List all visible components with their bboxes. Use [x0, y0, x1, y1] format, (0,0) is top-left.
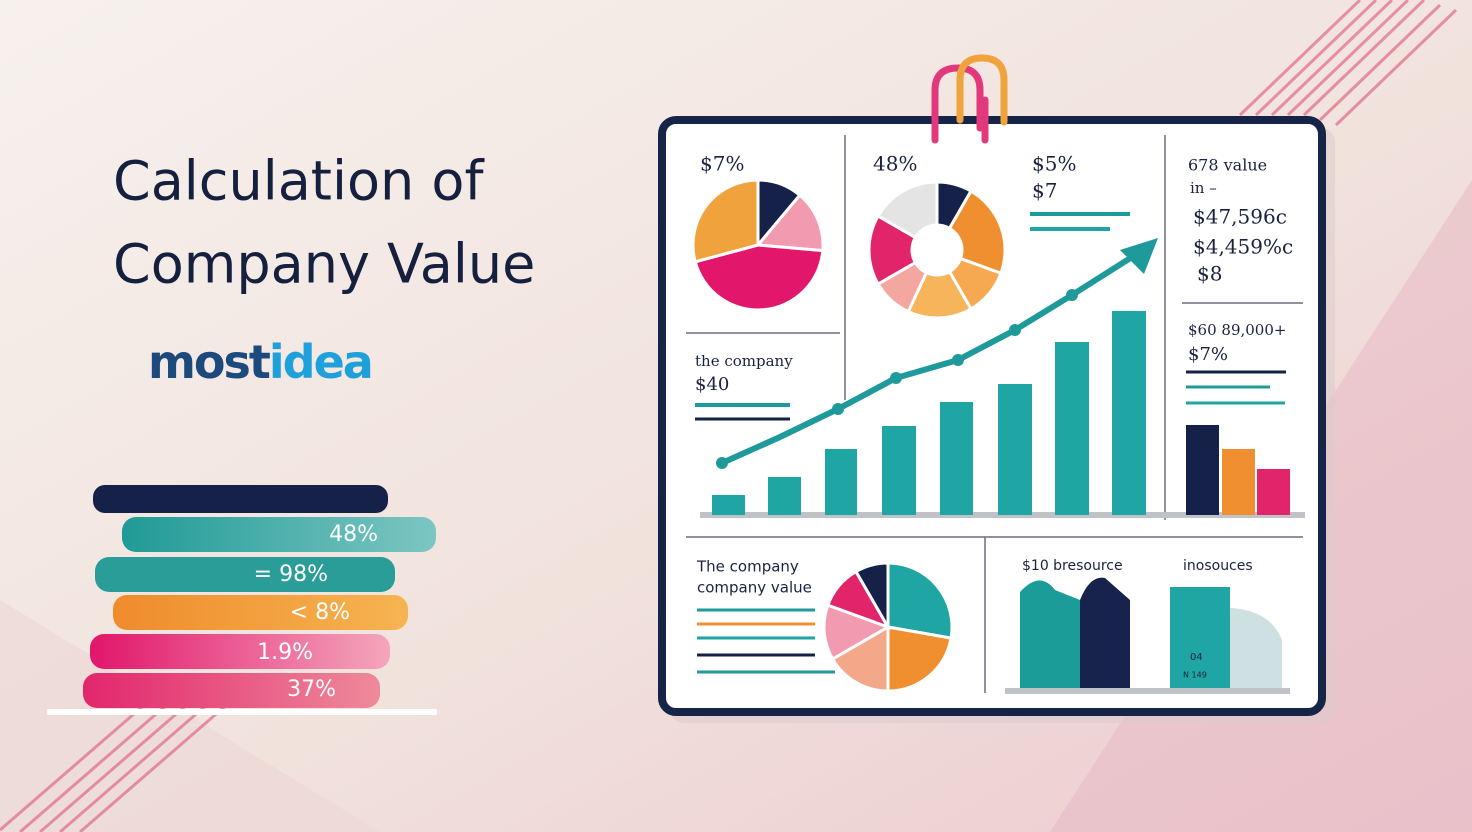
pie-slice	[691, 178, 760, 264]
deco-lines	[697, 608, 835, 674]
circle-shape	[890, 372, 902, 384]
building	[1230, 608, 1282, 690]
small-bar	[1257, 469, 1290, 515]
trend-arrow	[1120, 238, 1158, 274]
line-shape	[1238, 0, 1362, 117]
rect-shape	[882, 426, 916, 515]
panel-text: The company	[696, 558, 799, 576]
panel-text: $40	[695, 374, 729, 395]
clip	[931, 54, 1008, 144]
path-shape	[956, 54, 1008, 126]
line-shape	[1334, 8, 1458, 127]
small-bar	[1186, 425, 1219, 515]
brand-part: most	[148, 335, 270, 389]
small-bar	[1222, 449, 1255, 515]
dividers	[686, 135, 1303, 693]
pie-slice	[853, 561, 890, 633]
stack-label: 37%	[287, 677, 336, 702]
circle-shape	[1009, 324, 1021, 336]
stack-label: < 8%	[290, 600, 350, 625]
stack-bar	[113, 595, 408, 630]
pie-slice	[693, 243, 825, 312]
stack-label: 1.9%	[257, 640, 313, 665]
brand: mostidea	[148, 335, 372, 389]
pie-slice	[876, 180, 939, 240]
growth-bars	[712, 311, 1146, 515]
line-shape	[0, 698, 151, 832]
building	[1080, 577, 1130, 690]
panel-label: 48%	[873, 152, 917, 176]
line-shape	[1302, 0, 1426, 117]
panel-text: inosouces	[1183, 558, 1253, 574]
circle-shape	[1066, 289, 1078, 301]
board	[658, 116, 1326, 716]
stack-base	[47, 709, 437, 715]
stack-bar	[95, 557, 395, 592]
stack-bar	[93, 485, 388, 513]
panel-text: $8	[1197, 262, 1222, 286]
line-shape	[39, 700, 191, 832]
pie-slice	[886, 561, 954, 640]
title-line: Calculation of	[113, 150, 485, 213]
panel-label: $7	[1032, 179, 1057, 203]
stacked-bars: 48% = 98% < 8% 1.9% 37%	[47, 485, 437, 715]
panel-label: $5%	[1032, 152, 1076, 176]
panel-text: $4,459%c	[1193, 235, 1293, 259]
panel-text: $60 89,000+	[1188, 321, 1286, 339]
line-shape	[1254, 0, 1378, 117]
line-shape	[1286, 0, 1410, 117]
panel-text: the company	[695, 352, 793, 370]
trend-line	[720, 249, 1142, 466]
stack-bar	[122, 517, 436, 552]
panel-text: $10 bresource	[1022, 558, 1123, 574]
line-shape	[19, 700, 171, 832]
rect-shape	[825, 449, 857, 515]
rect-shape	[940, 402, 973, 515]
panel-text: in –	[1190, 179, 1217, 197]
panel-text: $47,596c	[1193, 205, 1287, 229]
circle-shape	[952, 354, 964, 366]
rect-shape	[1112, 311, 1146, 515]
panel-text: 678 value	[1188, 156, 1267, 175]
building	[1020, 580, 1080, 690]
rect-shape	[768, 477, 801, 515]
circle-shape	[832, 403, 844, 415]
tiny-note: N 149	[1183, 671, 1207, 680]
pie-graphics	[691, 178, 1007, 693]
pie-slice	[947, 189, 1007, 276]
panel-label: $7%	[700, 152, 744, 176]
baseline	[1005, 688, 1290, 694]
panel-text: company value	[697, 579, 812, 597]
brand-part: idea	[269, 335, 372, 389]
trend-dots	[716, 289, 1078, 469]
stack-bar	[83, 673, 380, 708]
rect-shape	[1055, 342, 1089, 515]
title-line: Company Value	[113, 233, 535, 296]
stack-label: = 98%	[254, 562, 328, 587]
stack-bar	[90, 634, 390, 669]
building	[1170, 587, 1230, 690]
circle-shape	[716, 457, 728, 469]
line-shape	[79, 700, 231, 832]
stack-label: 48%	[329, 522, 378, 547]
tiny-note: 04	[1190, 652, 1203, 663]
line-shape	[1318, 3, 1442, 122]
panel-text: $7%	[1188, 344, 1228, 365]
line-shape	[59, 700, 211, 832]
line-shape	[1270, 0, 1394, 117]
path-shape	[931, 64, 984, 144]
rect-shape	[712, 495, 745, 515]
rect-shape	[998, 384, 1032, 515]
